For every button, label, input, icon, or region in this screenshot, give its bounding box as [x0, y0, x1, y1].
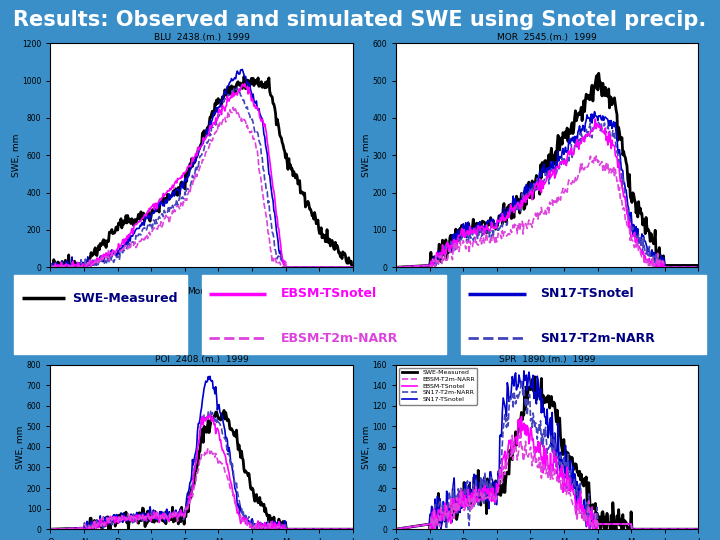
Text: EBSM-T2m-NARR: EBSM-T2m-NARR	[281, 332, 398, 345]
Text: SN17-TSnotel: SN17-TSnotel	[540, 287, 634, 300]
Text: Results: Observed and simulated SWE using Snotel precip.: Results: Observed and simulated SWE usin…	[14, 10, 706, 30]
X-axis label: Month: Month	[187, 287, 216, 296]
Y-axis label: SWE, mm: SWE, mm	[17, 425, 25, 469]
Legend: SWE-Measured, EBSM-T2m-NARR, EBSM-TSnotel, SN17-T2m-NARR, SN17-TSnotel: SWE-Measured, EBSM-T2m-NARR, EBSM-TSnote…	[399, 368, 477, 404]
Y-axis label: SWE, mm: SWE, mm	[362, 133, 371, 177]
Text: SN17-T2m-NARR: SN17-T2m-NARR	[540, 332, 655, 345]
Text: EBSM-TSnotel: EBSM-TSnotel	[281, 287, 377, 300]
Y-axis label: SWE, mm: SWE, mm	[362, 425, 371, 469]
Title: MOR  2545.(m.)  1999: MOR 2545.(m.) 1999	[498, 33, 597, 43]
Title: POI  2408.(m.)  1999: POI 2408.(m.) 1999	[155, 355, 248, 364]
X-axis label: Month: Month	[533, 287, 562, 296]
Y-axis label: SWE, mm: SWE, mm	[12, 133, 21, 177]
Title: SPR  1890.(m.)  1999: SPR 1890.(m.) 1999	[499, 355, 595, 364]
Title: BLU  2438.(m.)  1999: BLU 2438.(m.) 1999	[153, 33, 250, 43]
Text: SWE-Measured: SWE-Measured	[72, 292, 178, 305]
